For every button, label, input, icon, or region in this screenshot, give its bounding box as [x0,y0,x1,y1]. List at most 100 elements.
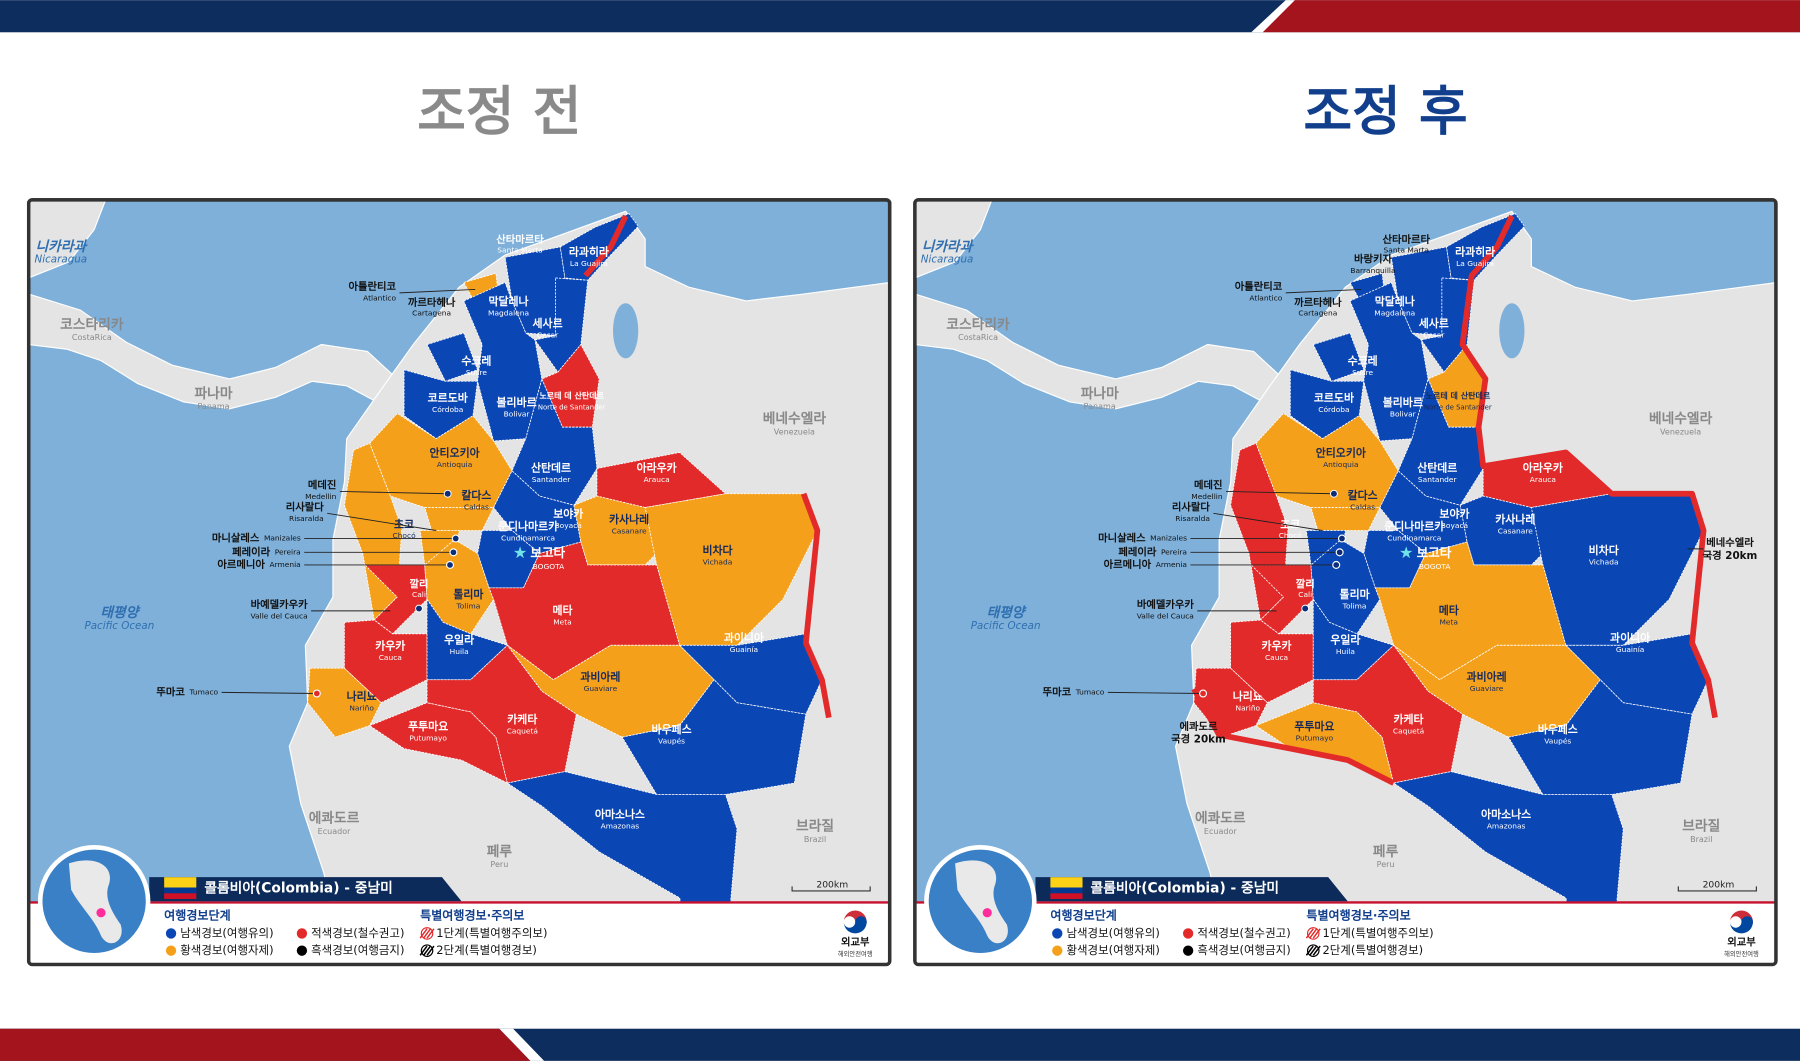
region-label-en: Risaralda [289,514,324,523]
city-label: 산타마르타 [496,233,544,246]
country-label-en: CostaRica [72,333,112,342]
country-label-en: Nicaragua [35,254,88,266]
city-label-en: Cartagena [412,309,451,318]
region-label-en: Meta [1439,617,1458,626]
region-label-en: Vaupés [658,737,685,746]
region-label-en: Caldas [1350,503,1375,512]
region-label: 아마소나스 [595,807,645,821]
globe-marker [96,908,106,918]
city-name-en: Tumaco [188,687,218,696]
region-label: 막달레나 [489,294,529,308]
ministry-logo-blue [1729,916,1753,934]
flag-red [164,893,197,899]
country-label: 태평양 [987,605,1027,621]
country-label: 태평양 [100,605,140,621]
region-label: 막달레나 [1375,294,1415,308]
hatch [1312,928,1321,939]
lake [613,303,639,359]
leader-line [1107,691,1204,694]
region-label: 볼리바르 [1383,395,1423,409]
country-label-en: Peru [490,860,508,869]
city-dot [443,489,452,498]
leader-line [1285,288,1362,294]
bottom-band-gap [499,1028,545,1061]
region-label: 나리뇨 [1233,689,1263,703]
legend-swatch [1182,945,1194,956]
city-label: 산타마르타 [1382,233,1430,246]
flag-red [1050,893,1083,899]
region-label-en: Norte de Santander [538,404,606,412]
country-label: 에콰도르 [1195,811,1246,827]
region-label-en: Meta [553,617,572,626]
city-label: 바랑키자 [1354,253,1393,266]
region-label-en: Vaupés [1544,737,1571,746]
hatch [1312,945,1321,956]
legend-item: 적색경보(철수권고) [311,926,404,940]
region-label: 아마소나스 [1481,807,1531,821]
land [28,199,107,279]
region-label: 메타 [552,603,572,617]
legend-title: 콜롬비아(Colombia) - 중남미 [204,880,392,897]
region-label-en: Tolima [1342,601,1367,610]
country-label: 베네수엘라 [1649,411,1713,427]
country-label-en: CostaRica [958,333,998,342]
legend-swatch [296,928,308,939]
hatch [419,945,428,956]
region-label: 비차다 [702,543,732,557]
region-label-en: Cesar [537,330,559,339]
region-label: 리사랄다 [1172,501,1211,514]
region-label-en: Arauca [644,475,670,484]
hatch [1309,945,1318,956]
region-label: 과비아레 [1467,669,1507,683]
city-label-en: Cartagena [1298,309,1337,318]
region-label: 볼리바르 [497,395,537,409]
region-label-en: Atlantico [363,294,396,303]
city-name: 마니살레스 [1098,532,1146,545]
city-label: 깔리 [409,577,428,590]
region-label: 바우페스 [1538,722,1578,736]
city-name: 페레이라 [1118,545,1157,558]
land [914,199,993,279]
region-label: 메타 [1439,603,1459,617]
region-label: 쿤디나마르카 [498,519,558,533]
city-label: 마니살레스 Manizales [212,532,301,545]
hatch [426,928,435,939]
region-label: 초코 [394,518,414,531]
country-label-en: Pacific Ocean [971,620,1041,632]
legend-swatch [165,928,177,939]
city-label: 메데진 [1194,479,1223,492]
city-dot [1335,548,1344,557]
city-name-en: Pereira [275,547,301,556]
region-label: 과이니아 [1610,630,1650,644]
city-label: 페레이라 Pereira [1118,545,1187,558]
capital-star: ★ [513,543,527,562]
region-label-en: Caquetá [1393,726,1424,735]
region-label-en: Valle del Cauca [1137,612,1194,621]
region-label: 아틀란티코 [1235,280,1283,293]
region-label-en: Amazonas [1487,822,1526,831]
city-label: 페레이라 Pereira [232,545,301,558]
department [1312,332,1365,382]
region-label-en: Cundinamarca [501,534,555,543]
region-label: 초코 [1280,518,1300,531]
region-label-en: Vichada [1589,558,1619,567]
region-label-en: Antioquia [437,460,472,469]
department [426,332,479,382]
capital-star: ★ [1399,543,1413,562]
region-label-en: Cesar [1423,330,1445,339]
legend-title: 콜롬비아(Colombia) - 중남미 [1091,880,1279,897]
region-label: 카사나레 [1495,512,1535,526]
region-label-en: Sucre [1352,368,1373,377]
region-label-en: Atlantico [1249,294,1282,303]
legend-section: 특별여행경보·주의보 [420,908,524,923]
country-label-en: Panama [1084,402,1116,411]
scale-bar [1677,886,1757,892]
leader-line [221,691,317,694]
leader-line [339,491,448,495]
region-label-en: Huila [450,647,469,656]
map-title: 조정 후 [1304,82,1468,143]
region-label: 푸투마요 [408,719,448,733]
globe-land [955,860,1008,944]
region-label: 바우페스 [652,722,692,736]
